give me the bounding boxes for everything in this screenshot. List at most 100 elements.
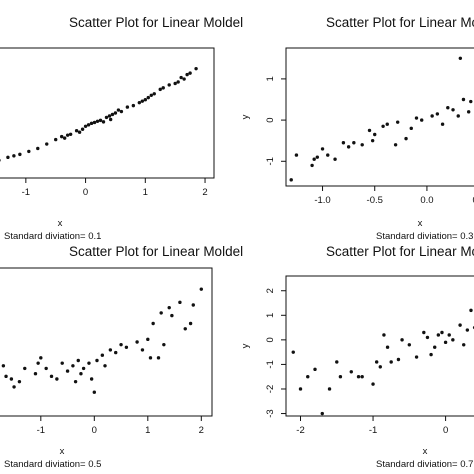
plot-frame <box>0 47 215 179</box>
data-point <box>9 377 14 381</box>
x-tick-label: -1 <box>37 425 45 436</box>
data-point <box>440 122 445 126</box>
data-point <box>110 112 115 117</box>
data-point <box>65 369 70 373</box>
data-point <box>146 337 150 342</box>
data-point <box>108 348 113 352</box>
data-point <box>315 155 320 159</box>
data-point <box>326 153 330 157</box>
std-deviation-caption: Standard diviation= 0.3 <box>376 231 473 242</box>
data-point <box>143 98 148 102</box>
data-point <box>158 87 162 92</box>
data-point <box>294 153 299 157</box>
x-axis-label: x <box>60 446 65 457</box>
data-point <box>179 75 183 80</box>
data-point <box>80 127 85 131</box>
data-point <box>140 99 145 103</box>
data-point <box>81 366 86 371</box>
data-point <box>124 345 129 349</box>
y-tick-label: 0 <box>265 337 276 342</box>
data-point <box>119 342 123 347</box>
data-point <box>409 126 413 131</box>
data-point <box>382 333 386 337</box>
y-tick-label: -3 <box>265 409 276 417</box>
data-point <box>465 328 470 332</box>
data-point <box>95 358 99 363</box>
data-point <box>404 136 408 141</box>
data-point <box>458 56 463 60</box>
data-point <box>352 141 356 145</box>
y-tick-label: -1 <box>265 157 276 165</box>
data-point <box>178 300 182 305</box>
data-point <box>27 149 31 154</box>
data-point <box>440 330 444 335</box>
data-point <box>378 365 383 369</box>
std-deviation-caption: Standard diviation= 0.5 <box>4 459 101 470</box>
data-point <box>333 157 337 161</box>
data-point <box>436 333 441 337</box>
chart-title: Scatter Plot for Linear Moldel <box>69 15 243 30</box>
x-tick-label: -2 <box>296 425 304 436</box>
data-point <box>367 128 372 133</box>
data-point <box>185 72 189 77</box>
data-point <box>170 313 174 318</box>
data-point <box>430 114 434 118</box>
data-point <box>45 142 49 146</box>
data-point <box>338 375 343 379</box>
data-point <box>429 352 433 357</box>
chart-title: Scatter Plot for Linear Moldel <box>326 244 474 259</box>
data-point <box>54 137 58 142</box>
y-tick-label: -2 <box>265 385 276 393</box>
y-axis-label: y <box>240 114 251 119</box>
data-point <box>320 411 324 416</box>
data-point <box>469 308 473 313</box>
y-tick-label: 2 <box>265 288 276 293</box>
data-point <box>137 100 142 105</box>
scatter-panel-1: Scatter Plot for Linear Moldel -1 0 1 2 x Stan… <box>0 15 243 242</box>
data-point <box>162 342 166 347</box>
data-point <box>159 311 163 315</box>
data-point <box>313 367 317 372</box>
x-tick-label: -1.0 <box>314 195 330 206</box>
data-point <box>466 110 471 114</box>
data-point <box>119 109 124 114</box>
y-axis-label: y <box>240 343 251 348</box>
data-point <box>433 345 437 349</box>
x-tick-label: 0 <box>83 187 88 198</box>
data-point <box>116 108 121 112</box>
data-point <box>327 387 332 391</box>
x-tick-label: 2 <box>202 187 207 198</box>
x-tick-label: -0.5 <box>367 195 383 206</box>
plot-frame <box>285 47 474 187</box>
data-point <box>469 99 473 104</box>
data-point <box>194 66 198 71</box>
data-point <box>167 83 171 87</box>
data-point <box>0 158 1 162</box>
std-deviation-caption: Standard diviation= 0.1 <box>4 231 101 242</box>
data-point <box>167 305 171 310</box>
data-point <box>4 374 8 379</box>
data-point <box>191 303 195 307</box>
plot-frame <box>285 275 474 417</box>
data-point <box>349 370 353 374</box>
x-tick-label: -1 <box>22 187 30 198</box>
x-tick-label: 1 <box>143 187 148 198</box>
data-point <box>131 103 136 108</box>
data-point <box>306 375 310 379</box>
data-point <box>44 366 48 371</box>
data-point <box>289 178 293 182</box>
data-point <box>199 287 204 291</box>
y-tick-label: 0 <box>265 117 276 122</box>
data-point <box>39 356 43 360</box>
data-point <box>420 118 424 122</box>
data-point <box>36 361 40 365</box>
data-point <box>152 92 156 96</box>
data-point <box>12 154 16 158</box>
data-point <box>18 152 22 157</box>
x-tick-label: 1 <box>145 425 150 436</box>
data-point <box>389 360 393 364</box>
scatter-panel-2: Scatter Plot for Linear Moldel -1.0 -0.5 0.… <box>240 15 474 242</box>
data-point <box>149 93 153 97</box>
data-point <box>89 377 94 381</box>
data-point <box>161 86 165 90</box>
